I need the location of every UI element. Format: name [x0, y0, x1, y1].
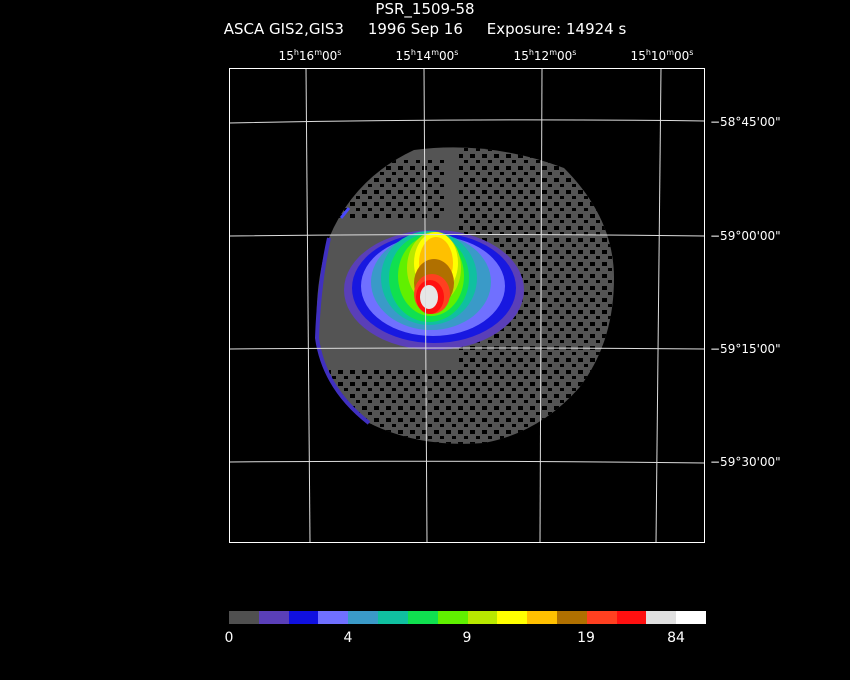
- ra-label-4: 15h10m00s: [630, 48, 694, 63]
- colorbar-swatch: [348, 611, 379, 624]
- image-subtitle: ASCA GIS2,GIS3 1996 Sep 16 Exposure: 149…: [0, 20, 850, 38]
- xray-image: [229, 68, 705, 543]
- ra-label-2: 15h14m00s: [395, 48, 459, 63]
- colorbar-swatch: [378, 611, 408, 624]
- ra-label-1: 15h16m00s: [278, 48, 342, 63]
- colorbar-swatch: [586, 611, 617, 624]
- observation-date: 1996 Sep 16: [367, 20, 463, 38]
- colorbar-swatch: [646, 611, 677, 624]
- colorbar-swatch: [288, 611, 319, 624]
- instrument-label: ASCA GIS2,GIS3: [223, 20, 344, 38]
- dec-label-2: −59°00'00": [710, 229, 781, 243]
- colorbar: [229, 611, 706, 624]
- colorbar-tick-3: 19: [577, 630, 595, 646]
- colorbar-swatch: [497, 611, 528, 624]
- colorbar-tick-2: 9: [462, 630, 472, 646]
- colorbar-swatch: [616, 611, 647, 624]
- dec-label-1: −58°45'00": [710, 115, 781, 129]
- dec-label-3: −59°15'00": [710, 342, 781, 356]
- colorbar-tick-4: 84: [667, 630, 685, 646]
- image-frame: [229, 68, 705, 543]
- coordinate-grid: [229, 68, 705, 543]
- colorbar-swatch: [676, 611, 706, 624]
- source-emission: [344, 230, 524, 350]
- colorbar-swatch: [556, 611, 587, 624]
- exposure-label: Exposure: 14924 s: [486, 20, 627, 38]
- dec-label-4: −59°30'00": [710, 455, 781, 469]
- colorbar-swatch: [437, 611, 468, 624]
- ra-label-3: 15h12m00s: [513, 48, 577, 63]
- colorbar-tick-1: 4: [343, 630, 353, 646]
- colorbar-swatch: [467, 611, 498, 624]
- colorbar-tick-0: 0: [224, 630, 234, 646]
- image-title: PSR_1509-58: [375, 0, 475, 18]
- colorbar-swatch: [318, 611, 349, 624]
- colorbar-swatch: [258, 611, 289, 624]
- colorbar-swatch: [229, 611, 259, 624]
- colorbar-swatch: [407, 611, 438, 624]
- colorbar-swatch: [527, 611, 557, 624]
